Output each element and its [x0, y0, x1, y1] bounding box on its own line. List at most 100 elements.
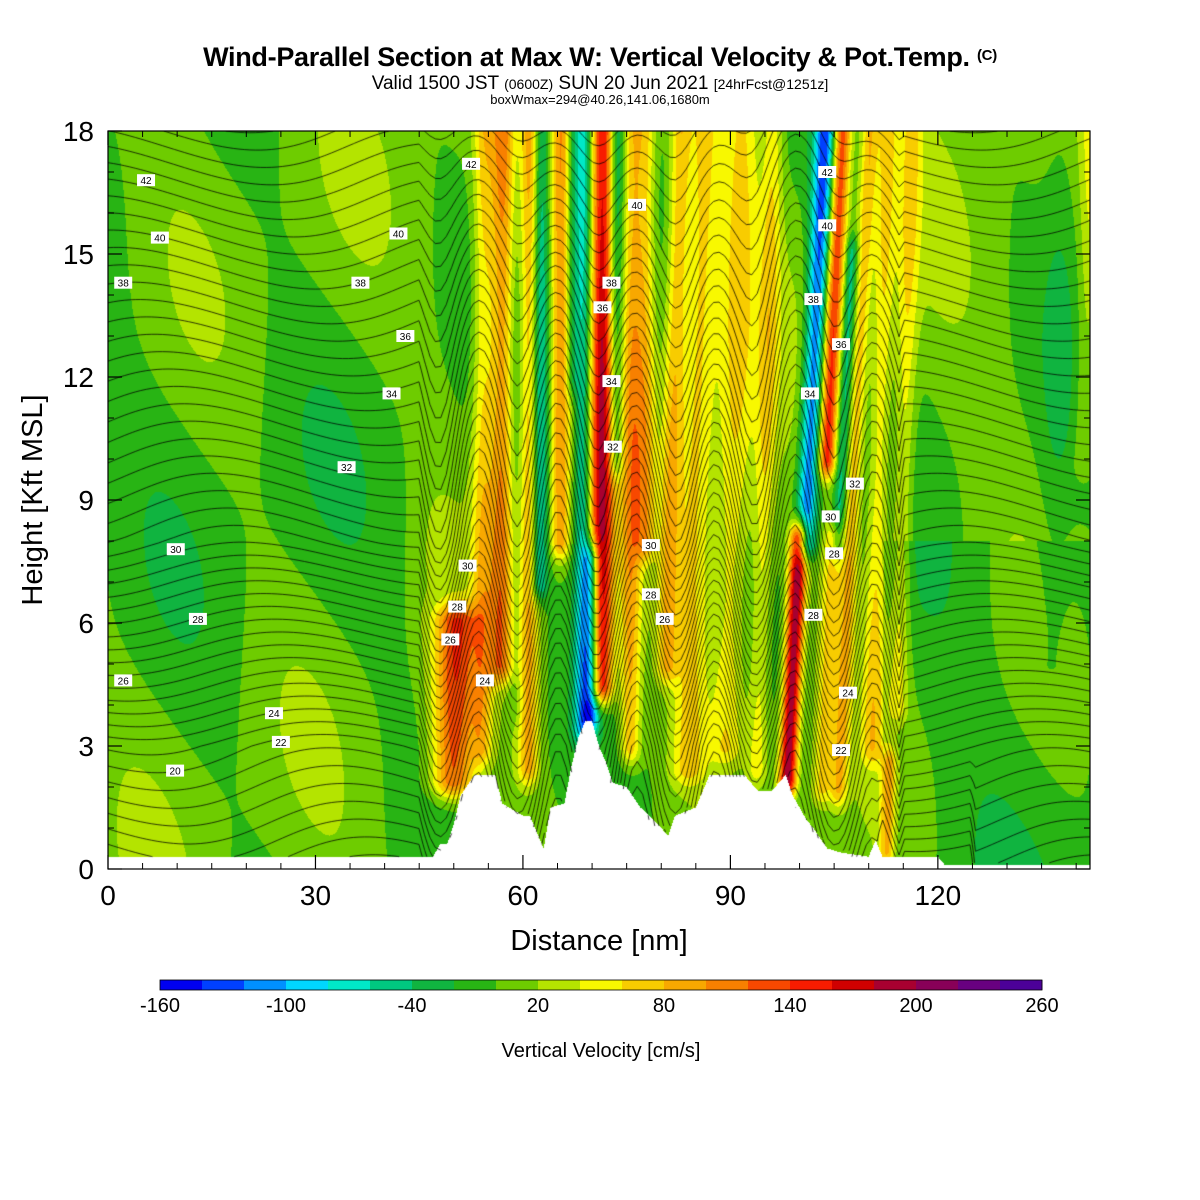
contour-label: 26	[114, 674, 133, 687]
contour-label: 34	[602, 375, 621, 388]
colorbar-swatch	[832, 980, 875, 990]
contour-label-bg	[396, 330, 415, 342]
copyright-mark: (C)	[976, 47, 997, 64]
contour-label-bg	[271, 735, 290, 748]
y-tick-label: 0	[78, 854, 94, 885]
contour-label-text: 38	[355, 279, 367, 290]
contour-label-text: 34	[606, 377, 618, 388]
contour-label-text: 20	[170, 767, 182, 778]
colorbar-swatch	[874, 980, 917, 990]
contour-label-text: 38	[118, 279, 130, 290]
contour-label-text: 38	[606, 279, 618, 290]
contour-label: 28	[188, 612, 207, 626]
contour-label-text: 30	[825, 512, 837, 523]
contour-label-text: 24	[842, 689, 854, 700]
contour-label-bg	[593, 301, 612, 314]
contour-label-text: 40	[393, 230, 405, 241]
contour-label: 24	[475, 674, 494, 687]
contour-label-text: 40	[822, 221, 834, 232]
contour-label: 28	[825, 547, 844, 560]
contour-label-bg	[114, 674, 133, 687]
y-tick-label: 15	[63, 239, 94, 270]
contour-label-text: 28	[452, 603, 464, 614]
colorbar-swatch	[580, 980, 623, 990]
colorbar-swatch	[160, 980, 203, 990]
colorbar-swatch	[664, 980, 707, 990]
contour-label: 34	[382, 387, 401, 400]
contour-label-bg	[641, 588, 660, 601]
contour-label-bg	[458, 559, 477, 572]
forecast-label: [24hrFcst@1251z]	[713, 76, 829, 92]
x-tick-label: 120	[914, 880, 961, 911]
contour-label-text: 22	[275, 738, 287, 749]
colorbar-tick-label: 80	[653, 995, 675, 1017]
contour-label-bg	[832, 338, 851, 351]
contour-label-bg	[166, 764, 185, 777]
contour-label: 28	[448, 600, 467, 614]
contour-label-text: 40	[154, 234, 166, 245]
contour-label-text: 38	[808, 295, 820, 306]
contour-label-text: 28	[192, 615, 204, 626]
contour-label-bg	[655, 612, 674, 625]
box-wmax-label: boxWmax=294@40.26,141.06,1680m	[490, 92, 710, 107]
contour-label: 26	[441, 633, 460, 646]
contour-label: 40	[150, 231, 169, 245]
colorbar-tick-label: 140	[773, 995, 806, 1017]
contour-label-text: 26	[445, 635, 457, 646]
contour-label-text: 26	[659, 615, 671, 626]
contour-label-bg	[832, 744, 851, 757]
contour-label-text: 32	[607, 443, 619, 454]
colorbar-tick-label: 260	[1025, 995, 1058, 1017]
contour-label: 32	[845, 477, 864, 491]
contour-label-text: 42	[822, 168, 834, 179]
contour-label-text: 30	[170, 545, 182, 556]
contour-label-text: 28	[808, 611, 820, 622]
colorbar-label: Vertical Velocity [cm/s]	[502, 1040, 701, 1062]
contour-label-text: 40	[631, 201, 643, 212]
contour-label: 36	[593, 301, 612, 314]
colorbar-swatch	[790, 980, 833, 990]
valid-date: SUN 20 Jun 2021	[558, 73, 709, 94]
colorbar-tick-label: -40	[398, 995, 427, 1017]
colorbar-swatch	[1000, 980, 1043, 990]
contour-label-text: 34	[386, 389, 398, 400]
colorbar-swatch	[202, 980, 245, 990]
contour-label-bg	[641, 539, 660, 552]
contour-label-bg	[825, 547, 844, 560]
contour-label: 40	[628, 198, 647, 212]
y-tick-label: 12	[63, 362, 94, 393]
contour-label-bg	[804, 608, 823, 621]
chart-title: Wind-Parallel Section at Max W: Vertical…	[0, 42, 1200, 73]
contour-label-bg	[818, 166, 837, 178]
x-tick-label: 0	[100, 880, 116, 911]
contour-label-text: 24	[268, 709, 280, 720]
contour-label-bg	[845, 477, 864, 490]
contour-label: 36	[832, 338, 851, 351]
contour-label: 38	[804, 293, 823, 306]
contour-label-bg	[821, 510, 840, 523]
contour-label-bg	[441, 633, 460, 646]
contour-label: 36	[396, 330, 415, 343]
contour-label: 38	[602, 276, 621, 290]
colorbar-swatch	[538, 980, 581, 990]
contour-label: 38	[114, 276, 133, 290]
contour-label-text: 30	[462, 562, 474, 573]
y-tick-label: 9	[78, 485, 94, 516]
contour-label-text: 32	[849, 480, 861, 491]
x-tick-label: 60	[507, 880, 538, 911]
contour-label-bg	[838, 686, 857, 699]
contour-label-bg	[114, 276, 133, 289]
chart-subtitle: Valid 1500 JST (0600Z) SUN 20 Jun 2021 […	[0, 73, 1200, 95]
colorbar-tick-label: -160	[140, 995, 180, 1017]
contour-label: 24	[838, 686, 857, 700]
contour-label-text: 42	[466, 160, 478, 171]
contour-label: 38	[351, 276, 370, 290]
contour-label-text: 28	[829, 549, 841, 560]
contour-label-bg	[628, 198, 647, 211]
contour-label: 42	[137, 174, 156, 187]
colorbar-swatch	[916, 980, 959, 990]
contour-label-bg	[337, 461, 356, 474]
contour-label-bg	[137, 174, 156, 187]
contour-label: 22	[832, 744, 851, 757]
